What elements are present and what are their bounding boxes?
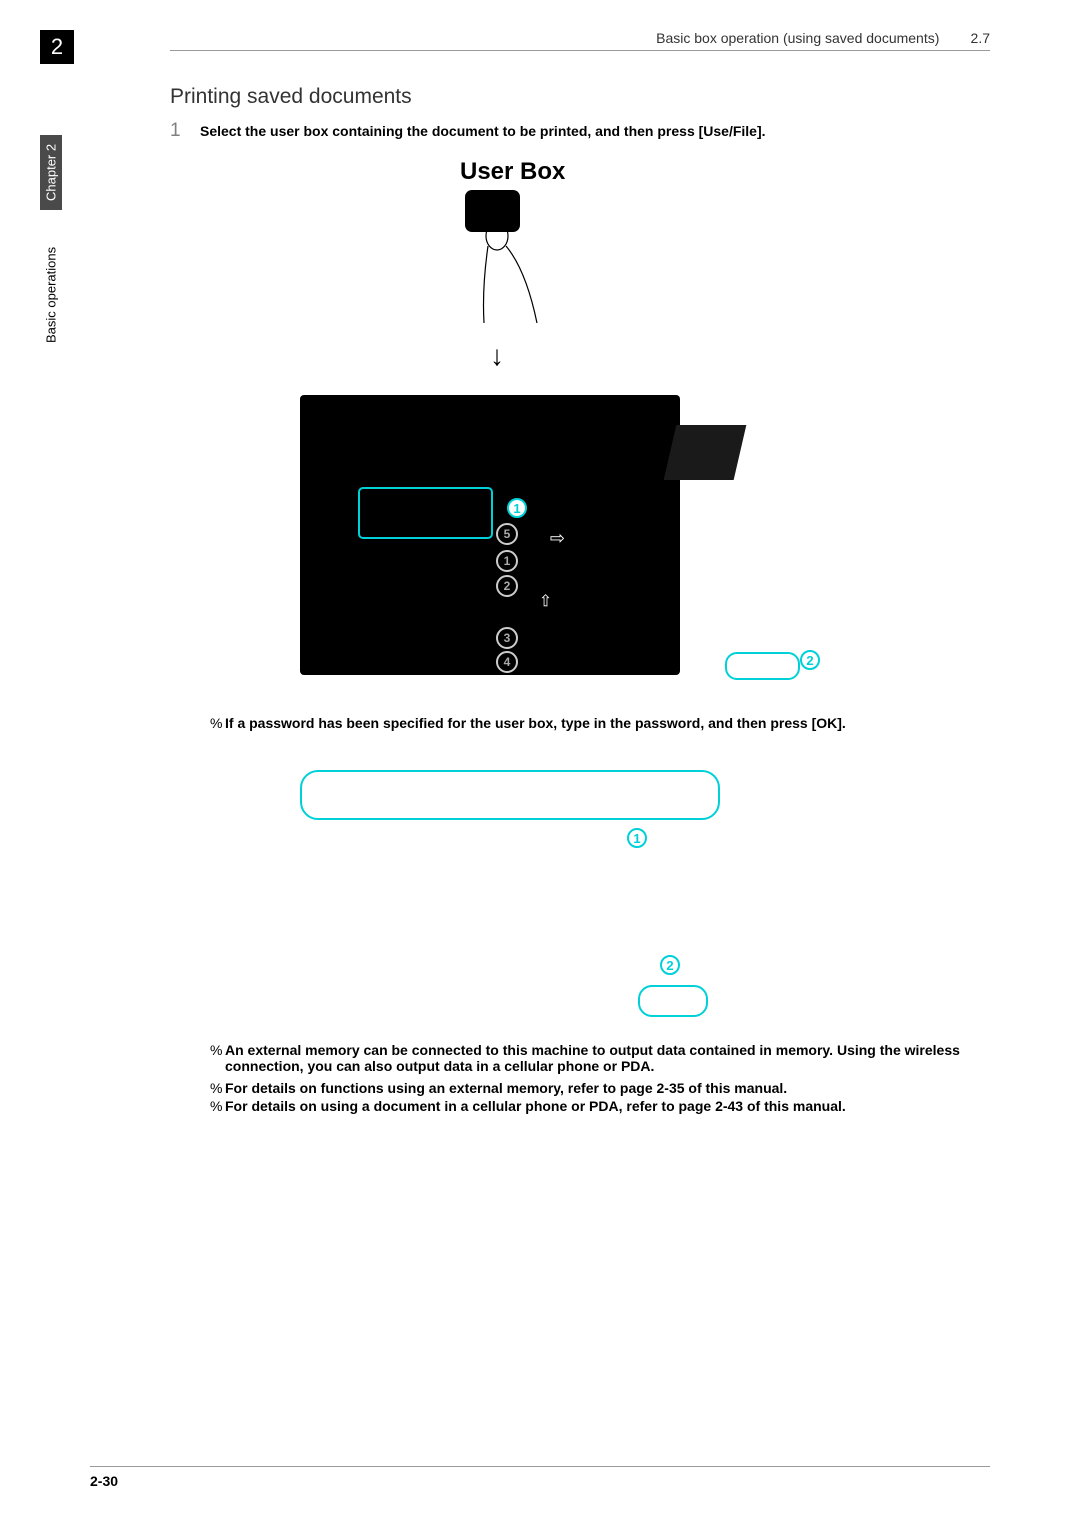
tray-arrow-icon: ⇨ <box>550 528 565 549</box>
step-number-1: 1 <box>170 120 181 142</box>
note-marker-3: % <box>210 1080 222 1096</box>
printer-control-panel <box>664 425 747 480</box>
password-callout-1: 1 <box>627 828 647 848</box>
callout-number-1: 1 <box>507 498 527 518</box>
section-ref: 2.7 <box>971 30 990 46</box>
printer-screen-highlight <box>358 487 493 539</box>
bottom-note-3: For details on using a document in a cel… <box>225 1098 990 1114</box>
header-divider <box>170 50 990 51</box>
bottom-note-2: For details on functions using an extern… <box>225 1080 990 1096</box>
printer-illustration: 5 1 2 3 4 ⇨ ⇨ 1 2 <box>300 395 740 690</box>
bottom-note-1: An external memory can be connected to t… <box>225 1042 990 1074</box>
password-note: If a password has been specified for the… <box>225 715 990 731</box>
ok-button-highlight <box>638 985 708 1017</box>
password-callout-2: 2 <box>660 955 680 975</box>
breadcrumb-text: Basic box operation (using saved documen… <box>656 30 939 46</box>
note-marker-1: % <box>210 715 222 731</box>
header-breadcrumb: Basic box operation (using saved documen… <box>656 30 990 46</box>
drawer-label-2: 2 <box>496 575 518 597</box>
note-marker-4: % <box>210 1098 222 1114</box>
password-callout-num-1: 1 <box>627 828 647 848</box>
sidebar-section-label: Basic operations <box>40 215 62 375</box>
password-callout-num-2: 2 <box>660 955 680 975</box>
section-title: Printing saved documents <box>170 85 412 109</box>
password-field-highlight <box>300 770 720 820</box>
side-arrow-icon: ⇨ <box>535 593 555 606</box>
chapter-number-tab: 2 <box>40 30 74 64</box>
footer-divider <box>90 1466 990 1467</box>
step-1-text: Select the user box containing the docum… <box>200 123 990 139</box>
printer-body: 5 1 2 3 4 ⇨ ⇨ <box>300 395 680 675</box>
down-arrow-icon: ↓ <box>490 340 504 372</box>
drawer-label-5: 5 <box>496 523 518 545</box>
drawer-label-3: 3 <box>496 627 518 649</box>
drawer-label-4: 4 <box>496 651 518 673</box>
userbox-title: User Box <box>460 158 565 186</box>
page-number: 2-30 <box>90 1473 118 1489</box>
finger-icon <box>482 218 552 328</box>
printer-button-highlight <box>725 652 800 680</box>
callout-1: 1 <box>507 498 527 518</box>
sidebar-chapter-label: Chapter 2 <box>40 135 62 210</box>
note-marker-2: % <box>210 1042 222 1058</box>
drawer-label-1: 1 <box>496 550 518 572</box>
callout-number-2: 2 <box>800 650 820 670</box>
callout-2: 2 <box>800 650 820 670</box>
